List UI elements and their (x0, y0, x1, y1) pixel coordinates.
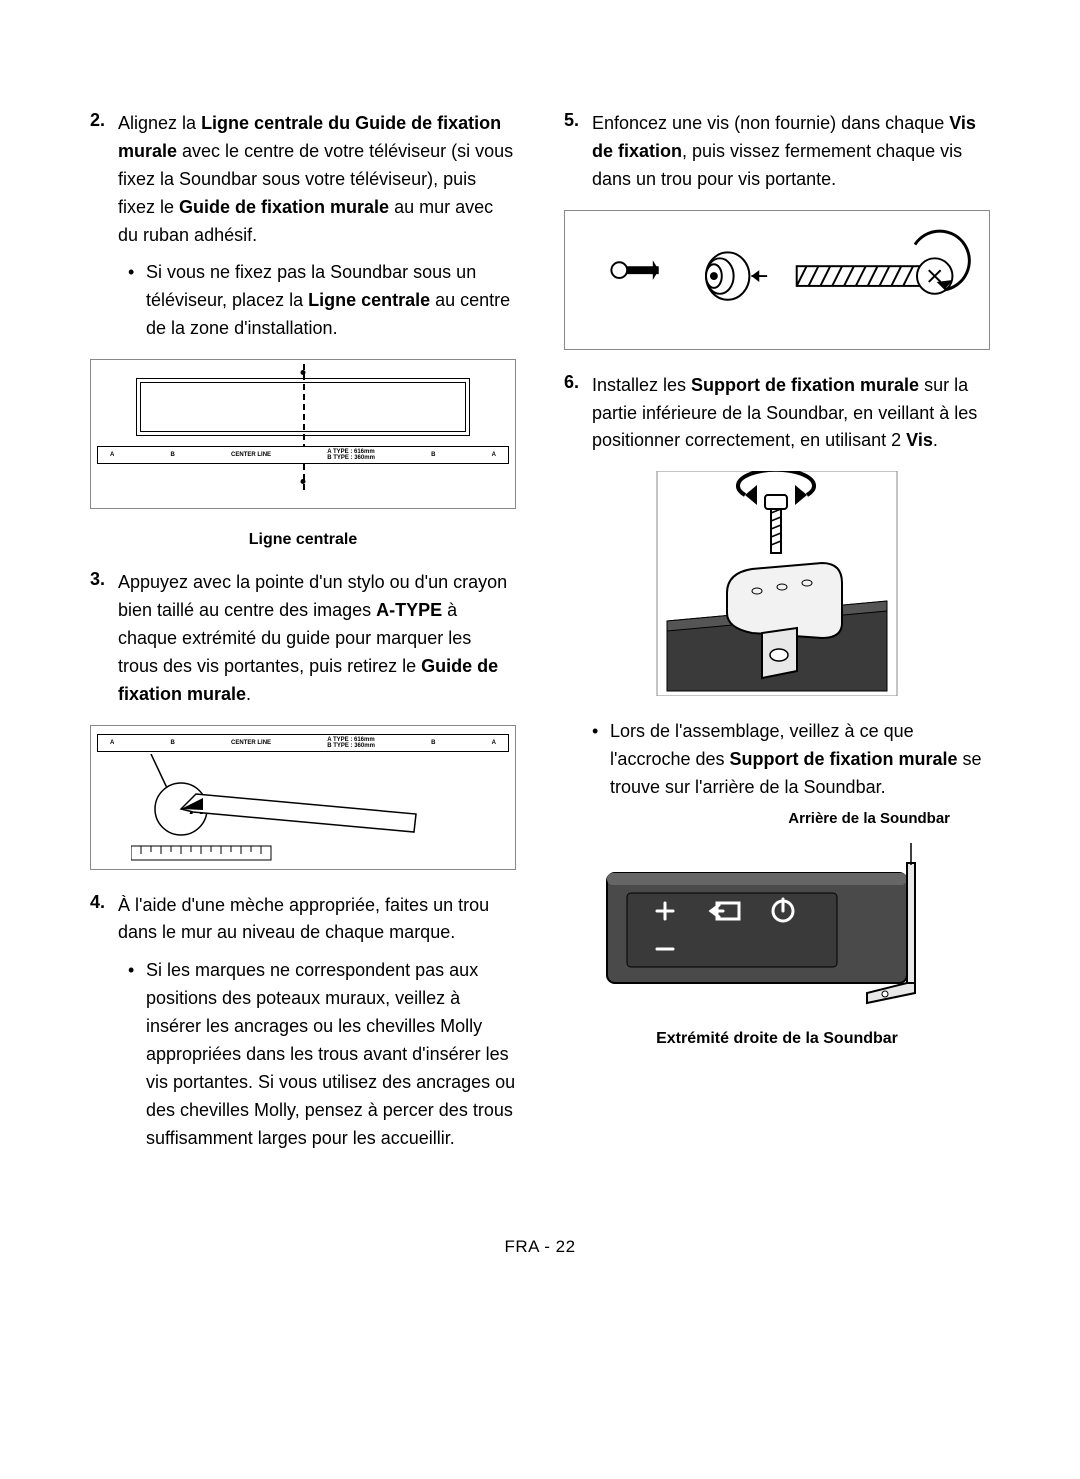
step-3: 3. Appuyez avec la pointe d'un stylo ou … (90, 569, 516, 708)
step-body: Appuyez avec la pointe d'un stylo ou d'u… (118, 569, 516, 708)
figure-bottom-label: Extrémité droite de la Soundbar (564, 1030, 990, 1048)
text: Enfoncez une vis (non fournie) dans chaq… (592, 113, 949, 133)
step-number: 2. (90, 110, 118, 343)
guide-strip: A B CENTER LINE A TYPE : 616mm B TYPE : … (97, 734, 509, 752)
figure-guide-centerline: A B CENTER LINE A TYPE : 616mm B TYPE : … (90, 359, 516, 509)
text: Alignez la (118, 113, 201, 133)
marker: A TYPE : 616mm B TYPE : 360mm (327, 737, 375, 749)
bold: Vis (906, 430, 933, 450)
bullet-item: • Lors de l'assemblage, veillez à ce que… (592, 718, 990, 802)
marker: CENTER LINE (231, 452, 271, 458)
step-number: 6. (564, 372, 592, 456)
marker: A (492, 740, 496, 746)
marker: A TYPE : 616mm B TYPE : 360mm (327, 449, 375, 461)
bold: Support de fixation murale (691, 375, 919, 395)
step-5: 5. Enfoncez une vis (non fournie) dans c… (564, 110, 990, 194)
left-column: 2. Alignez la Ligne centrale du Guide de… (90, 110, 516, 1167)
soundbar-rear-svg (564, 843, 990, 1008)
bold: Guide de fixation murale (179, 197, 389, 217)
marker: B (431, 452, 435, 458)
step-4: 4. À l'aide d'une mèche appropriée, fait… (90, 892, 516, 1153)
step-number: 4. (90, 892, 118, 1153)
figure-bracket-mount (564, 471, 990, 696)
bullet-body: Si les marques ne correspondent pas aux … (146, 957, 516, 1152)
step-6: 6. Installez les Support de fixation mur… (564, 372, 990, 456)
dot-bottom (301, 479, 306, 484)
bullet-mark: • (592, 718, 610, 802)
step-body: Installez les Support de fixation murale… (592, 372, 990, 456)
screw-anchor-svg (565, 211, 989, 349)
text: . (246, 684, 251, 704)
dot-top (301, 370, 306, 375)
figure-caption: Ligne centrale (90, 531, 516, 549)
bold: Support de fixation murale (730, 749, 958, 769)
marker: B (171, 740, 175, 746)
marker: A (110, 740, 114, 746)
step-body: Enfoncez une vis (non fournie) dans chaq… (592, 110, 990, 194)
figure-soundbar-rear-wrap: Arrière de la Soundbar (564, 810, 990, 1048)
bracket-svg (564, 471, 990, 696)
bold: A-TYPE (376, 600, 442, 620)
figure-pencil-marking: A B CENTER LINE A TYPE : 616mm B TYPE : … (90, 725, 516, 870)
step-2: 2. Alignez la Ligne centrale du Guide de… (90, 110, 516, 343)
step-number: 3. (90, 569, 118, 708)
text: Installez les (592, 375, 691, 395)
step-body: Alignez la Ligne centrale du Guide de fi… (118, 110, 516, 343)
marker: B (431, 740, 435, 746)
step-body: À l'aide d'une mèche appropriée, faites … (118, 892, 516, 1153)
bullet-mark: • (128, 957, 146, 1152)
center-dashed-line (303, 364, 305, 490)
page-footer: FRA - 22 (90, 1237, 990, 1257)
figure-top-label: Arrière de la Soundbar (564, 810, 990, 827)
figure-soundbar-rear (564, 843, 990, 1008)
right-column: 5. Enfoncez une vis (non fournie) dans c… (564, 110, 990, 1167)
text: . (933, 430, 938, 450)
bullet-item: • Si les marques ne correspondent pas au… (128, 957, 516, 1152)
marker: B (171, 452, 175, 458)
marker: CENTER LINE (231, 740, 271, 746)
two-column-layout: 2. Alignez la Ligne centrale du Guide de… (90, 110, 990, 1167)
bullet-item: • Si vous ne fixez pas la Soundbar sous … (128, 259, 516, 343)
guide-strip: A B CENTER LINE A TYPE : 616mm B TYPE : … (97, 446, 509, 464)
text: À l'aide d'une mèche appropriée, faites … (118, 895, 489, 943)
bullet-mark: • (128, 259, 146, 343)
marker: A (492, 452, 496, 458)
pencil-svg: A (131, 754, 431, 864)
bullet-body: Lors de l'assemblage, veillez à ce que l… (610, 718, 990, 802)
bullet-body: Si vous ne fixez pas la Soundbar sous un… (146, 259, 516, 343)
step-number: 5. (564, 110, 592, 194)
marker: A (110, 452, 114, 458)
bold: Ligne centrale (308, 290, 430, 310)
figure-screw-anchor (564, 210, 990, 350)
